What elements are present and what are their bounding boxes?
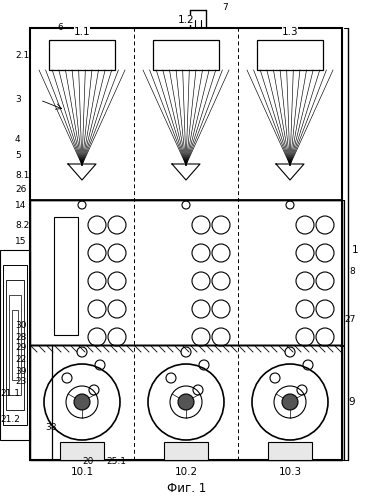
Bar [6, 280, 24, 410]
Bar [9, 295, 21, 395]
Text: 29: 29 [15, 344, 27, 352]
Bar [153, 40, 219, 70]
Text: 5: 5 [15, 150, 21, 160]
Text: 23: 23 [15, 378, 27, 386]
Bar [3, 265, 27, 425]
Bar [30, 28, 342, 460]
Text: 9: 9 [349, 397, 355, 407]
Text: 21.1: 21.1 [0, 388, 20, 398]
Text: 38: 38 [45, 422, 56, 432]
Text: 2.1: 2.1 [15, 50, 29, 59]
Bar [49, 40, 115, 70]
Circle shape [282, 394, 298, 410]
Text: 3: 3 [15, 96, 21, 104]
Circle shape [178, 394, 194, 410]
Text: 28: 28 [15, 332, 27, 342]
Bar [268, 442, 312, 460]
Text: 10.2: 10.2 [174, 467, 197, 477]
Text: 20: 20 [82, 458, 94, 466]
Bar [30, 345, 342, 460]
Text: 39: 39 [15, 366, 27, 376]
Text: 1.2: 1.2 [178, 15, 194, 25]
Text: 10.1: 10.1 [70, 467, 94, 477]
Text: 7: 7 [222, 4, 228, 13]
Circle shape [74, 394, 90, 410]
Text: 8: 8 [349, 268, 355, 276]
Text: 15: 15 [15, 238, 27, 246]
Bar [30, 200, 342, 345]
Text: Фиг. 1: Фиг. 1 [168, 482, 206, 494]
Text: 21.2: 21.2 [0, 416, 20, 424]
Text: 1.1: 1.1 [74, 27, 90, 37]
Text: 4: 4 [15, 136, 21, 144]
Bar [0, 250, 30, 440]
Bar [30, 28, 342, 200]
Text: 14: 14 [15, 200, 27, 209]
Text: 26: 26 [15, 186, 27, 194]
Bar [60, 442, 104, 460]
Text: 6: 6 [57, 24, 63, 32]
Bar [257, 40, 323, 70]
Text: 10.3: 10.3 [278, 467, 301, 477]
Text: 1.3: 1.3 [282, 27, 298, 37]
Text: 8.1: 8.1 [15, 170, 30, 179]
Text: 25.1: 25.1 [106, 458, 126, 466]
Text: 8.2: 8.2 [15, 220, 29, 230]
Text: 27: 27 [344, 316, 356, 324]
Text: 1: 1 [352, 245, 358, 255]
Text: 22: 22 [15, 356, 26, 364]
Text: 30: 30 [15, 320, 27, 330]
Bar [164, 442, 208, 460]
Bar [12, 310, 18, 380]
Bar [54, 217, 78, 335]
